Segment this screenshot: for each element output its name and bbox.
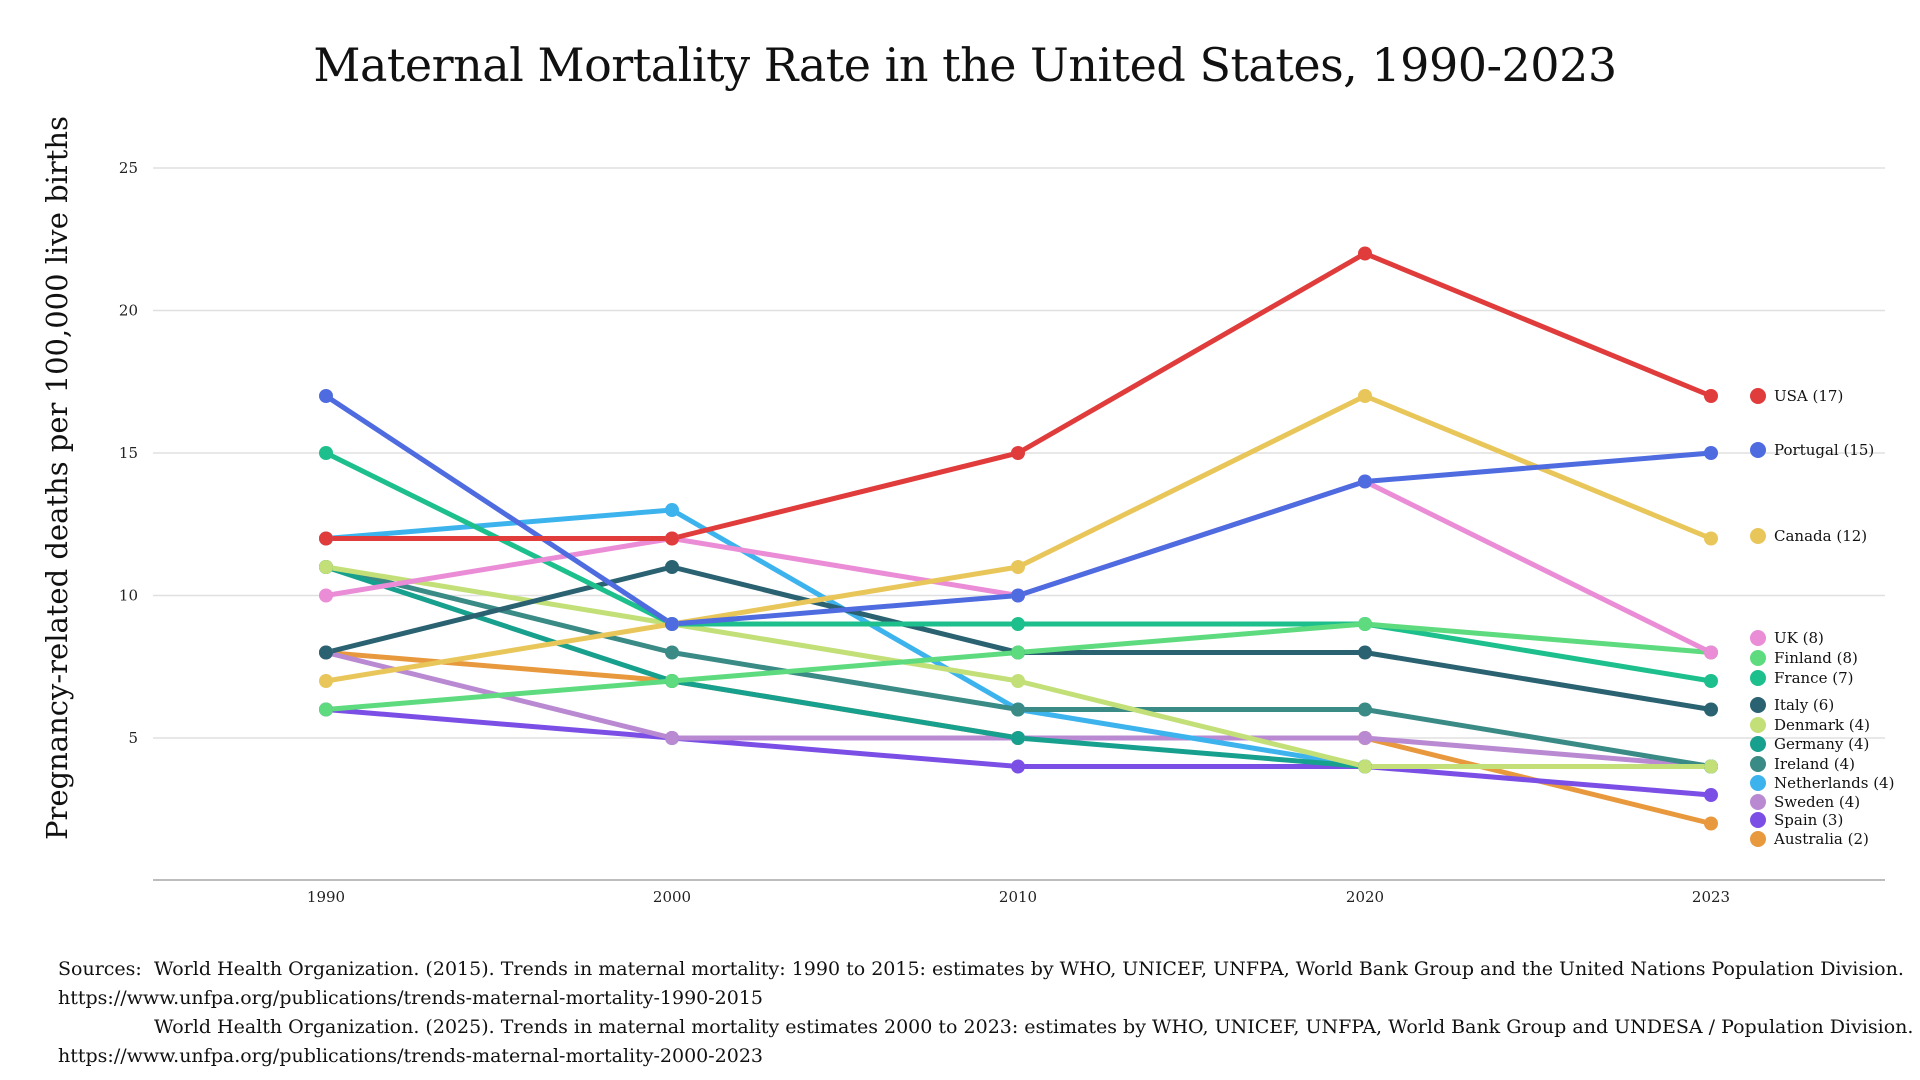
series-line-italy bbox=[323, 564, 1714, 712]
data-point-portugal[interactable] bbox=[665, 617, 679, 631]
y-tick-label: 20 bbox=[119, 302, 138, 320]
legend-marker-france bbox=[1750, 670, 1766, 686]
legend-marker-denmark bbox=[1750, 717, 1766, 733]
data-point-portugal[interactable] bbox=[1704, 446, 1718, 460]
data-point-italy[interactable] bbox=[1358, 645, 1372, 660]
legend-marker-ireland bbox=[1750, 756, 1766, 772]
data-point-denmark[interactable] bbox=[1704, 759, 1718, 774]
legend-label-spain: Spain (3) bbox=[1774, 811, 1843, 829]
data-point-ireland[interactable] bbox=[1011, 702, 1025, 717]
y-tick-label: 25 bbox=[119, 159, 138, 177]
data-point-denmark[interactable] bbox=[319, 560, 333, 574]
data-point-finland[interactable] bbox=[1011, 645, 1025, 660]
data-point-france[interactable] bbox=[1704, 674, 1718, 688]
data-point-netherlands[interactable] bbox=[665, 503, 679, 517]
data-point-germany[interactable] bbox=[1011, 731, 1025, 745]
axes: 5 10 15 20 25 1990 2000 2010 2020 2023 bbox=[119, 159, 1885, 906]
data-point-italy[interactable] bbox=[665, 560, 679, 574]
data-point-canada[interactable] bbox=[319, 674, 333, 688]
data-point-usa[interactable] bbox=[1704, 389, 1718, 403]
x-tick-label: 2000 bbox=[653, 888, 691, 906]
source-url-2[interactable]: https://www.unfpa.org/publications/trend… bbox=[58, 1045, 764, 1067]
data-point-uk[interactable] bbox=[1704, 645, 1718, 660]
series-points bbox=[319, 246, 1718, 831]
legend-label-australia: Australia (2) bbox=[1773, 830, 1869, 848]
data-point-ireland[interactable] bbox=[1358, 702, 1372, 717]
data-point-france[interactable] bbox=[1011, 617, 1025, 631]
line-chart: 5 10 15 20 25 1990 2000 2010 2020 2023 USA (17) Po… bbox=[119, 159, 1895, 906]
legend-marker-canada bbox=[1750, 528, 1766, 544]
legend-marker-italy bbox=[1750, 697, 1766, 713]
legend-label-ireland: Ireland (4) bbox=[1774, 755, 1855, 773]
legend-label-finland: Finland (8) bbox=[1774, 649, 1858, 667]
data-point-finland[interactable] bbox=[665, 674, 679, 688]
data-point-portugal[interactable] bbox=[1358, 474, 1372, 489]
y-tick-label: 10 bbox=[119, 587, 138, 605]
legend-label-france: France (7) bbox=[1774, 669, 1853, 687]
data-point-usa[interactable] bbox=[1358, 246, 1372, 261]
y-tick-label: 15 bbox=[119, 444, 138, 462]
data-point-portugal[interactable] bbox=[319, 389, 333, 403]
data-point-denmark[interactable] bbox=[1011, 674, 1025, 688]
data-point-canada[interactable] bbox=[1011, 560, 1025, 574]
data-point-australia[interactable] bbox=[1704, 816, 1718, 831]
y-tick-label: 5 bbox=[128, 729, 138, 747]
legend-label-netherlands: Netherlands (4) bbox=[1774, 774, 1894, 792]
x-tick-label: 2010 bbox=[999, 888, 1037, 906]
data-point-uk[interactable] bbox=[319, 588, 333, 603]
legend-marker-finland bbox=[1750, 650, 1766, 666]
data-point-usa[interactable] bbox=[1011, 446, 1025, 460]
data-point-italy[interactable] bbox=[1704, 702, 1718, 717]
sources-note: Sources: World Health Organization. (2015… bbox=[58, 955, 1913, 1071]
legend-marker-portugal bbox=[1750, 442, 1766, 458]
data-point-spain[interactable] bbox=[1011, 759, 1025, 774]
data-point-denmark[interactable] bbox=[1358, 759, 1372, 774]
x-tick-label: 2020 bbox=[1346, 888, 1384, 906]
legend-marker-germany bbox=[1750, 736, 1766, 752]
sources-label: Sources: bbox=[58, 958, 142, 980]
legend-label-sweden: Sweden (4) bbox=[1774, 793, 1860, 811]
legend-label-uk: UK (8) bbox=[1774, 629, 1824, 647]
data-point-ireland[interactable] bbox=[665, 645, 679, 660]
data-point-finland[interactable] bbox=[1358, 617, 1372, 631]
legend-marker-uk bbox=[1750, 630, 1766, 646]
data-point-sweden[interactable] bbox=[665, 731, 679, 745]
legend-marker-netherlands bbox=[1750, 775, 1766, 791]
data-point-finland[interactable] bbox=[319, 702, 333, 717]
source-citation-2: World Health Organization. (2025). Trend… bbox=[154, 1016, 1914, 1038]
legend-label-germany: Germany (4) bbox=[1774, 735, 1869, 753]
legend-label-denmark: Denmark (4) bbox=[1774, 716, 1870, 734]
legend-label-usa: USA (17) bbox=[1774, 387, 1843, 405]
data-point-france[interactable] bbox=[319, 446, 333, 460]
chart-title: Maternal Mortality Rate in the United St… bbox=[313, 38, 1617, 92]
source-citation-1: World Health Organization. (2015). Trend… bbox=[154, 958, 1904, 980]
x-tick-label: 1990 bbox=[307, 888, 345, 906]
source-url-1[interactable]: https://www.unfpa.org/publications/trend… bbox=[58, 987, 764, 1009]
legend: USA (17) Portugal (15) Canada (12) UK (8) Fi… bbox=[1750, 387, 1894, 848]
data-point-canada[interactable] bbox=[1704, 531, 1718, 546]
data-point-canada[interactable] bbox=[1358, 389, 1372, 403]
series-line-usa bbox=[323, 251, 1714, 541]
data-point-usa[interactable] bbox=[665, 531, 679, 546]
data-point-italy[interactable] bbox=[319, 645, 333, 660]
data-point-sweden[interactable] bbox=[1358, 731, 1372, 745]
legend-marker-spain bbox=[1750, 812, 1766, 828]
x-tick-label: 2023 bbox=[1692, 888, 1730, 906]
legend-marker-australia bbox=[1750, 831, 1766, 847]
data-point-spain[interactable] bbox=[1704, 788, 1718, 802]
legend-label-italy: Italy (6) bbox=[1774, 696, 1834, 714]
legend-label-portugal: Portugal (15) bbox=[1774, 441, 1874, 459]
data-point-usa[interactable] bbox=[319, 531, 333, 546]
legend-marker-sweden bbox=[1750, 794, 1766, 810]
legend-label-canada: Canada (12) bbox=[1774, 527, 1867, 545]
legend-marker-usa bbox=[1750, 388, 1766, 404]
data-point-portugal[interactable] bbox=[1011, 588, 1025, 603]
series-line-spain bbox=[323, 707, 1714, 798]
